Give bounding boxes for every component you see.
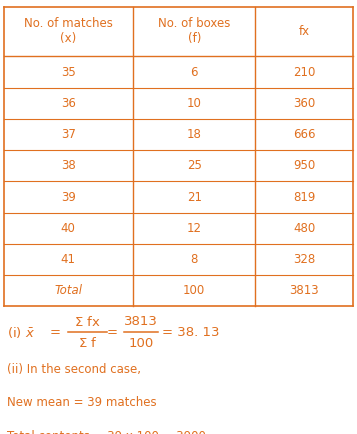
Text: 40: 40 (61, 222, 76, 235)
Text: 100: 100 (183, 284, 205, 297)
Text: 12: 12 (187, 222, 202, 235)
Text: $\Sigma$ f: $\Sigma$ f (78, 336, 97, 350)
Text: 10: 10 (187, 97, 202, 110)
Text: 950: 950 (293, 159, 316, 172)
Text: 36: 36 (61, 97, 76, 110)
Text: 3813: 3813 (290, 284, 319, 297)
Text: 666: 666 (293, 128, 316, 141)
Text: 41: 41 (61, 253, 76, 266)
Text: 38: 38 (61, 159, 76, 172)
Text: 18: 18 (187, 128, 202, 141)
Text: 21: 21 (187, 191, 202, 204)
Text: 35: 35 (61, 66, 76, 79)
Text: =: = (50, 326, 61, 339)
Text: (i) $\bar{x}$: (i) $\bar{x}$ (7, 325, 35, 340)
Text: 480: 480 (293, 222, 316, 235)
Text: New mean = 39 matches: New mean = 39 matches (7, 396, 157, 409)
Text: 360: 360 (293, 97, 316, 110)
Text: 3813: 3813 (124, 315, 158, 328)
Text: Total contents = 39 x 100 = 3900: Total contents = 39 x 100 = 3900 (7, 430, 206, 434)
Text: 210: 210 (293, 66, 316, 79)
Text: =: = (107, 326, 118, 339)
Text: $\Sigma$ fx: $\Sigma$ fx (74, 315, 101, 329)
Text: 37: 37 (61, 128, 76, 141)
Text: No. of boxes
(f): No. of boxes (f) (158, 17, 230, 46)
Text: 100: 100 (129, 337, 154, 350)
Text: 328: 328 (293, 253, 316, 266)
Text: 25: 25 (187, 159, 202, 172)
Text: fx: fx (299, 25, 310, 38)
Text: 6: 6 (191, 66, 198, 79)
Text: 39: 39 (61, 191, 76, 204)
Text: 819: 819 (293, 191, 316, 204)
Text: Total: Total (54, 284, 82, 297)
Text: = 38. 13: = 38. 13 (162, 326, 220, 339)
Text: 8: 8 (191, 253, 198, 266)
Text: No. of matches
(x): No. of matches (x) (24, 17, 113, 46)
Text: (ii) In the second case,: (ii) In the second case, (7, 363, 141, 376)
